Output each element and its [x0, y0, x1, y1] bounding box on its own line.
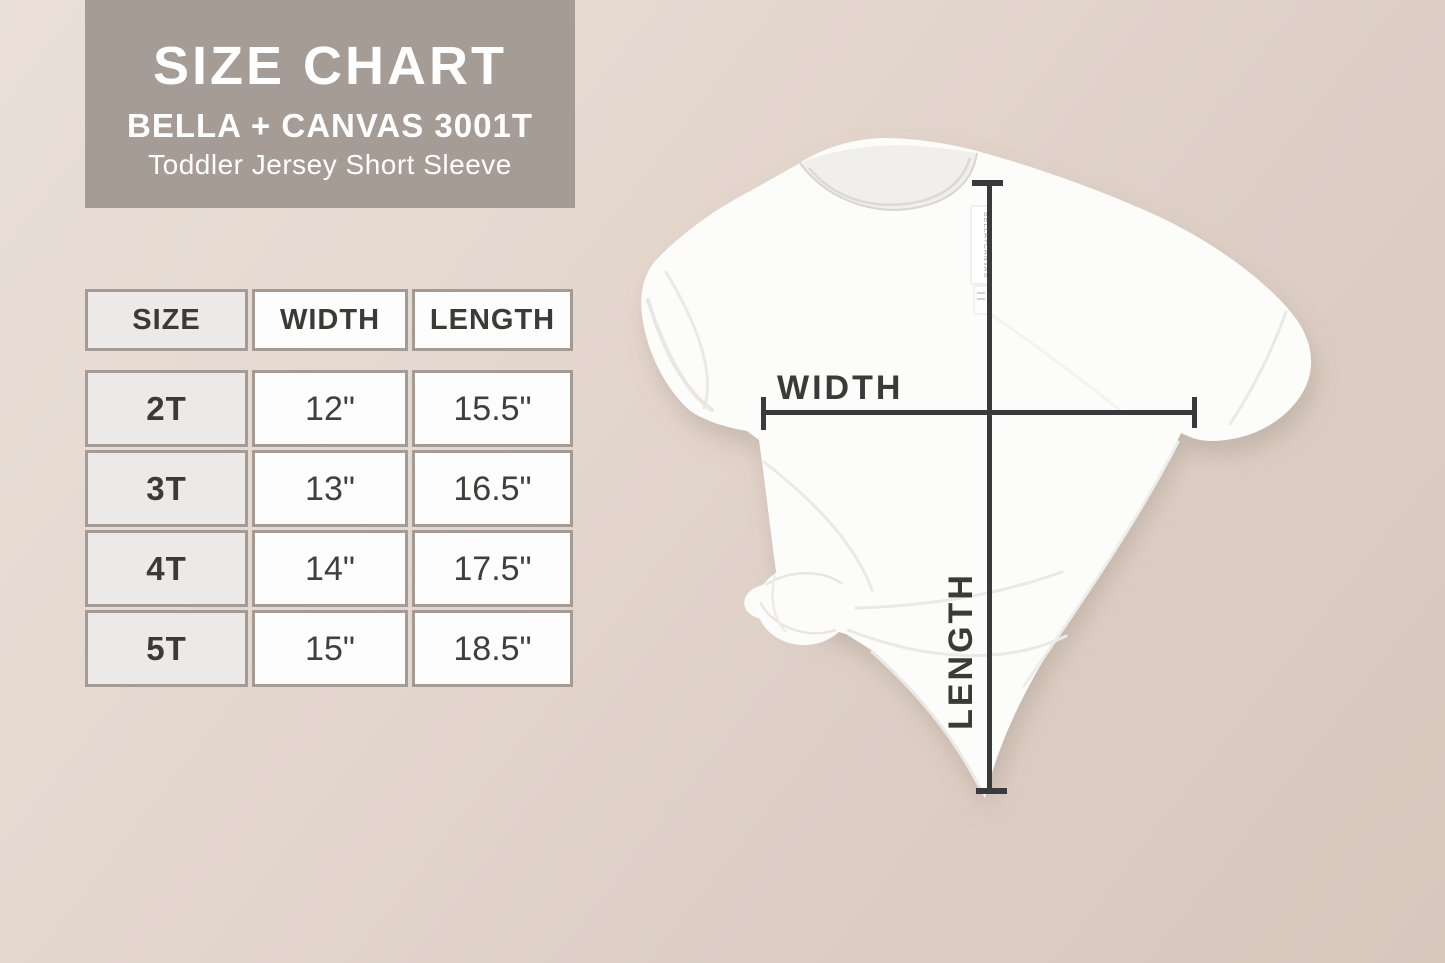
product-description: Toddler Jersey Short Sleeve: [148, 149, 512, 180]
width-cell: 13": [252, 450, 408, 527]
length-measure-cap-bottom: [976, 788, 1007, 794]
length-measure-label: LENGTH: [942, 572, 980, 730]
product-model: BELLA + CANVAS 3001T: [126, 107, 533, 144]
length-measure-line: [987, 183, 992, 790]
size-cell: 3T: [85, 450, 248, 527]
size-cell: 5T: [85, 610, 248, 687]
tshirt-knot: [744, 565, 851, 645]
table-header-width: WIDTH: [252, 289, 408, 351]
page-title: SIZE CHART: [153, 36, 507, 96]
tshirt-neck-tag: BELLA+CANVAS: [970, 205, 991, 315]
width-measure-cap-right: [1192, 397, 1197, 428]
width-cell: 15": [252, 610, 408, 687]
size-cell: 2T: [85, 370, 248, 447]
length-cell: 15.5": [412, 370, 573, 447]
table-header-length: LENGTH: [412, 289, 573, 351]
length-measure-cap-top: [972, 180, 1003, 186]
length-cell: 16.5": [412, 450, 573, 527]
width-cell: 12": [252, 370, 408, 447]
table-header-size: SIZE: [85, 289, 248, 351]
tshirt-collar: [799, 145, 978, 211]
width-measure-line: [763, 410, 1196, 415]
length-cell: 17.5": [412, 530, 573, 607]
tshirt-shape: [641, 138, 1312, 798]
header-box: SIZE CHART BELLA + CANVAS 3001T Toddler …: [85, 0, 575, 208]
tshirt-body: [641, 138, 1312, 798]
neck-tag-text: BELLA+CANVAS: [982, 212, 989, 278]
size-table-body: 2T 12" 15.5" 3T 13" 16.5" 4T 14" 17.5" 5…: [85, 370, 573, 687]
tshirt-creases: [646, 270, 1288, 794]
width-cell: 14": [252, 530, 408, 607]
size-table-header: SIZE WIDTH LENGTH: [85, 289, 573, 351]
width-measure-cap-left: [761, 397, 766, 430]
width-measure-label: WIDTH: [777, 369, 904, 407]
size-cell: 4T: [85, 530, 248, 607]
length-cell: 18.5": [412, 610, 573, 687]
